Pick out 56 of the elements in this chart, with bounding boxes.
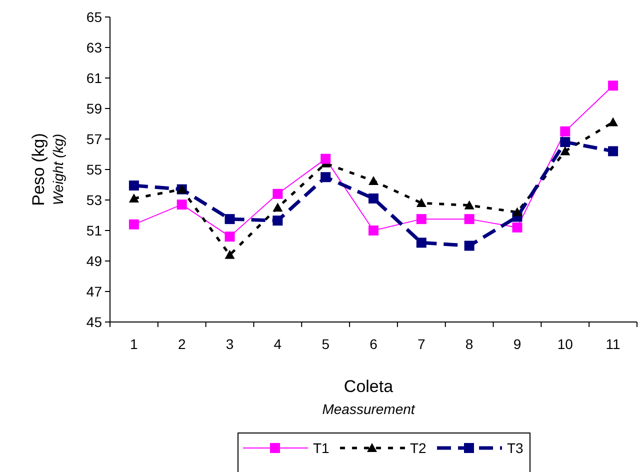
- y-tick-label: 53: [86, 192, 102, 208]
- point: [512, 222, 522, 232]
- point: [224, 250, 235, 259]
- x-tick-label: 4: [274, 336, 282, 352]
- x-tick-label: 8: [465, 336, 474, 352]
- y-tick-label: 59: [86, 100, 102, 116]
- y-tick-label: 57: [86, 130, 102, 147]
- point: [560, 126, 570, 136]
- y-axis-title: Peso (kg) Weight (kg): [29, 133, 66, 206]
- point: [464, 240, 474, 251]
- y-tick-label: 65: [86, 8, 102, 25]
- point: [416, 198, 426, 208]
- x-tick-label: 6: [370, 336, 378, 352]
- x-tick-label: 11: [606, 336, 621, 352]
- x-tick-label: 9: [513, 336, 522, 352]
- point: [320, 154, 331, 164]
- x-tick-label: 7: [418, 336, 426, 352]
- point: [128, 193, 139, 202]
- point: [272, 216, 283, 226]
- point: [512, 207, 522, 216]
- point: [368, 226, 378, 236]
- point: [608, 80, 618, 91]
- y-tick-label: 49: [86, 252, 102, 269]
- legend-label: T3: [507, 440, 524, 456]
- legend-label: T1: [313, 440, 330, 456]
- point: [128, 180, 139, 191]
- point: [464, 214, 474, 224]
- point: [224, 214, 235, 224]
- point: [368, 176, 378, 185]
- x-tick-label: 2: [178, 336, 186, 352]
- x-tick-label: 10: [557, 336, 574, 352]
- y-tick-label: 63: [86, 39, 102, 56]
- point: [464, 200, 474, 210]
- point: [176, 200, 187, 210]
- point: [224, 232, 235, 242]
- y-tick-label: 61: [86, 70, 102, 86]
- y-tick-label: 45: [86, 314, 102, 330]
- x-tick-label: 5: [322, 336, 330, 352]
- point: [608, 117, 618, 126]
- point: [560, 137, 570, 148]
- x-axis-title: Coleta Meassurement: [322, 377, 416, 417]
- legend-label: T2: [410, 440, 427, 456]
- point: [416, 214, 426, 224]
- point: [608, 146, 618, 156]
- x-tick-label: 3: [226, 336, 234, 352]
- point: [368, 193, 378, 204]
- point: [416, 238, 426, 248]
- point: [272, 188, 283, 199]
- y-tick-label: 51: [86, 222, 102, 238]
- point: [272, 202, 283, 212]
- x-tick-label: 1: [130, 336, 138, 352]
- point: [128, 219, 139, 230]
- point: [560, 146, 570, 156]
- y-tick-label: 55: [86, 161, 102, 178]
- point: [320, 172, 331, 182]
- y-tick-label: 47: [86, 283, 102, 300]
